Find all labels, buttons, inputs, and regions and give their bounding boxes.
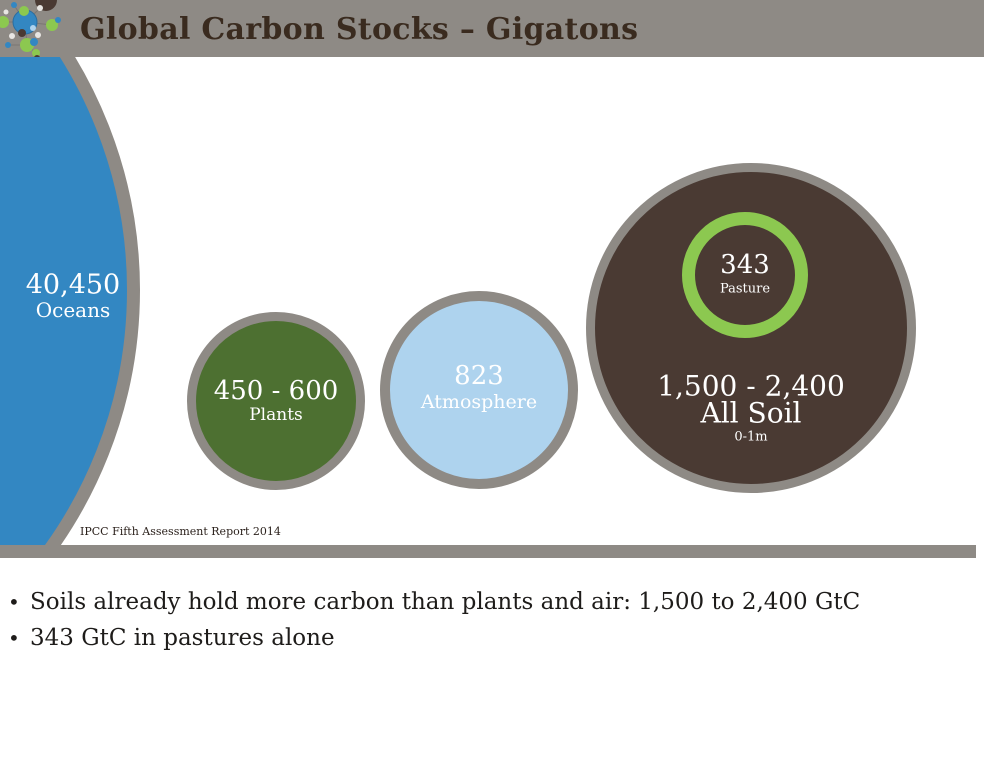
- atmosphere-value: 823: [454, 361, 504, 391]
- plants-label: Plants: [249, 405, 303, 425]
- atmosphere-bubble: [380, 291, 578, 489]
- oceans-value: 40,450: [25, 269, 121, 301]
- plants-bubble: [187, 312, 365, 490]
- bullet-icon: •: [8, 590, 20, 614]
- all-soil-label: All Soil: [700, 396, 802, 430]
- logo-bubble-cluster-icon: [0, 0, 61, 70]
- bullet-text: 343 GtC in pastures alone: [30, 625, 335, 651]
- carbon-stocks-chart: 40,450 Oceans 450 - 600 Plants 823 Atmos…: [0, 57, 984, 545]
- header-bar: Global Carbon Stocks – Gigatons: [0, 0, 984, 57]
- bullet-text: Soils already hold more carbon than plan…: [30, 589, 861, 615]
- pasture-label: Pasture: [719, 281, 771, 297]
- plants-value: 450 - 600: [213, 376, 339, 406]
- pasture-value: 343: [720, 250, 770, 280]
- list-item: • Soils already hold more carbon than pl…: [8, 587, 974, 618]
- all-soil-sublabel: 0-1m: [734, 429, 768, 445]
- bottom-divider-bar: [0, 545, 976, 558]
- oceans-label: Oceans: [35, 298, 111, 322]
- bullet-icon: •: [8, 626, 20, 650]
- list-item: • 343 GtC in pastures alone: [8, 623, 974, 654]
- page-title: Global Carbon Stocks – Gigatons: [80, 12, 639, 47]
- atmosphere-label: Atmosphere: [420, 391, 538, 413]
- source-citation: IPCC Fifth Assessment Report 2014: [80, 525, 281, 538]
- bullet-list: • Soils already hold more carbon than pl…: [8, 587, 974, 659]
- all-soil-value: 1,500 - 2,400: [657, 369, 845, 403]
